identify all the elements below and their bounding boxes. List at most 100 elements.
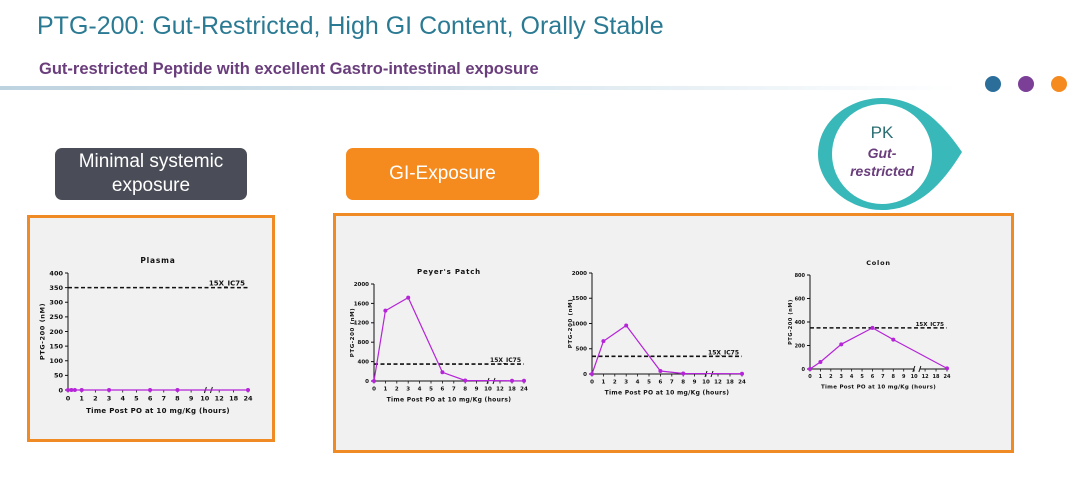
pk-badge-text: PK Gut- restricted [823,123,941,179]
y-tick-label: 100 [49,357,63,365]
chart-title: Peyer's Patch [417,268,481,276]
data-point [808,367,812,371]
x-tick-label: 1 [819,374,823,380]
x-tick-label: 0 [808,374,812,380]
x-tick-label: 5 [647,380,651,386]
y-tick-label: 400 [49,269,63,277]
reference-label: 15X_IC75 [490,357,521,364]
x-axis-label: Time Post PO at 10 mg/Kg (hours) [605,390,730,397]
gi-exposure-tag: GI-Exposure [346,148,539,200]
data-point [945,366,949,371]
x-tick-label: 4 [120,395,125,403]
data-point [107,388,112,392]
reference-label: 15X_IC75 [916,322,945,328]
x-tick-label: 7 [670,380,674,386]
y-tick-label: 800 [795,273,806,279]
x-tick-label: 6 [148,395,153,403]
x-tick-label: 24 [738,380,746,386]
data-point [624,323,629,328]
data-point [175,388,180,392]
x-tick-label: 0 [590,380,594,386]
x-tick-label: 0 [66,395,71,403]
x-tick-label: 12 [215,395,224,403]
x-tick-label: 2 [829,374,833,380]
small-intestine-chart: Small Intestine0500100015002000012345678… [568,271,746,397]
x-tick-label: 8 [892,374,896,380]
header-dot-blue [985,76,1001,92]
y-axis-label: PTG-200 (nM) [39,303,47,360]
x-tick-label: 24 [243,395,253,403]
x-tick-label: 18 [229,395,239,403]
x-tick-label: 0 [372,387,376,393]
x-tick-label: 4 [418,387,422,393]
data-point [839,342,844,347]
x-tick-label: 24 [944,374,951,380]
x-tick-label: 12 [714,380,722,386]
pk-badge-line1: Gut- [867,145,897,161]
data-point [383,308,388,313]
chart-title: Plasma [140,256,175,265]
x-tick-label: 4 [636,380,640,386]
x-tick-label: 10 [484,387,492,393]
x-tick-label: 6 [440,387,444,393]
series-line [591,324,743,375]
x-tick-label: 24 [520,387,528,393]
data-point [590,372,594,376]
data-point [681,371,686,376]
x-tick-label: 7 [881,374,885,380]
y-tick-label: 0 [802,367,806,373]
header-rule [0,86,960,90]
gi-panel [333,213,1014,453]
data-point [440,370,445,375]
y-tick-label: 1500 [572,296,587,302]
systemic-exposure-label: Minimal systemic exposure [78,151,224,196]
x-tick-label: 3 [107,395,112,403]
x-tick-label: 6 [658,380,662,386]
data-point [372,379,376,383]
y-tick-label: 0 [58,386,63,394]
y-tick-label: 200 [795,343,806,349]
pk-badge [818,98,962,210]
header-dot-purple [1018,76,1034,92]
data-point [891,337,896,342]
y-tick-label: 2000 [572,271,587,277]
x-tick-label: 3 [624,380,628,386]
data-point [72,388,77,392]
x-tick-label: 18 [726,380,734,386]
data-point [522,378,526,383]
y-tick-label: 400 [358,360,370,366]
x-tick-label: 12 [922,374,929,380]
x-tick-label: 12 [496,387,504,393]
x-tick-label: 1 [383,387,387,393]
x-tick-label: 18 [508,387,516,393]
x-tick-label: 9 [902,374,906,380]
y-tick-label: 0 [365,379,369,385]
data-point [818,359,823,364]
data-point [658,368,663,373]
series-line [373,296,524,382]
x-tick-label: 2 [93,395,98,403]
x-tick-label: 9 [475,387,479,393]
systemic-exposure-tag: Minimal systemic exposure [55,148,247,200]
x-tick-label: 18 [933,374,940,380]
y-tick-label: 50 [54,372,64,380]
series-line [809,327,948,370]
y-tick-label: 400 [795,320,806,326]
pk-badge-line2: restricted [850,163,914,179]
y-tick-label: 500 [576,347,588,353]
y-axis-label: PTG-200 (nM) [350,308,356,358]
x-tick-label: 5 [429,387,433,393]
x-tick-label: 2 [613,380,617,386]
x-tick-label: 9 [189,395,194,403]
x-tick-label: 8 [463,387,467,393]
x-tick-label: 9 [693,380,697,386]
x-tick-label: 7 [161,395,166,403]
y-tick-label: 1200 [354,321,369,327]
axis-break-mark [918,365,922,373]
data-point [69,388,74,392]
header-dot-orange [1051,76,1067,92]
x-axis-label: Time Post PO at 10 mg/Kg (hours) [86,407,230,415]
y-tick-label: 150 [49,342,63,350]
